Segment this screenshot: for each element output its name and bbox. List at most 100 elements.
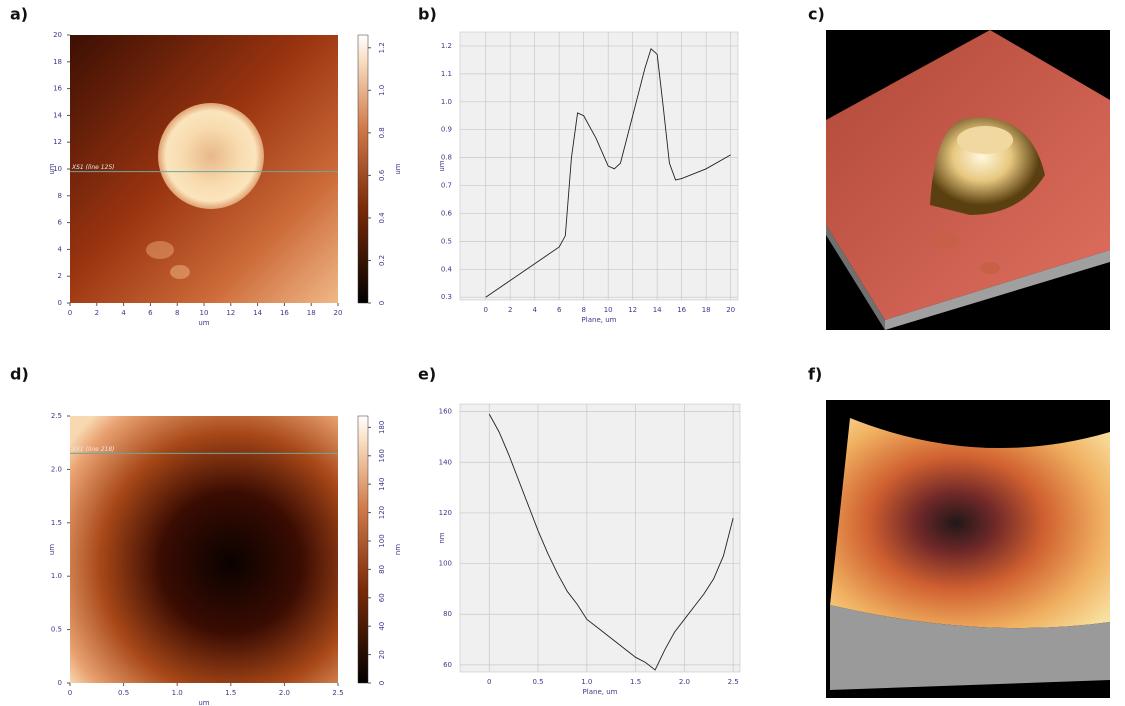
- x-tick-label: 2: [95, 309, 99, 317]
- y-tick-label: 4: [58, 245, 63, 253]
- panel-label: e): [418, 365, 436, 384]
- colorbar-tick-label: 160: [378, 449, 386, 462]
- x-tick-label: 0: [68, 309, 72, 317]
- y-tick-label: 0: [58, 299, 62, 307]
- x-tick-label: 10: [604, 306, 613, 314]
- y-tick-label: 1.0: [51, 572, 62, 580]
- x-tick-label: 2.5: [332, 689, 343, 697]
- afm-image: [70, 35, 338, 303]
- x-tick-label: 12: [628, 306, 637, 314]
- colorbar-tick-label: 0.2: [378, 255, 386, 266]
- colorbar-tick-label: 140: [378, 477, 386, 490]
- y-tick-label: 140: [439, 458, 452, 466]
- x-axis-label: um: [198, 319, 209, 327]
- y-tick-label: 60: [443, 661, 452, 669]
- colorbar-tick-label: 20: [378, 650, 386, 659]
- x-tick-label: 0.5: [118, 689, 129, 697]
- x-tick-label: 20: [334, 309, 343, 317]
- y-tick-label: 6: [58, 219, 63, 227]
- y-tick-label: 18: [53, 58, 62, 66]
- x-tick-label: 8: [175, 309, 179, 317]
- panel-label: f): [808, 365, 822, 384]
- x-tick-label: 20: [726, 306, 735, 314]
- colorbar-tick-label: 0.4: [378, 212, 386, 224]
- colorbar-tick-label: 0: [378, 681, 386, 685]
- x-tick-label: 16: [677, 306, 686, 314]
- x-tick-label: 4: [121, 309, 126, 317]
- x-tick-label: 16: [280, 309, 289, 317]
- x-tick-label: 6: [557, 306, 562, 314]
- x-tick-label: 0.5: [532, 678, 543, 686]
- colorbar-tick-label: 1.0: [378, 85, 386, 96]
- y-tick-label: 20: [53, 31, 62, 39]
- y-tick-label: 1.2: [441, 42, 452, 50]
- x-tick-label: 6: [148, 309, 153, 317]
- y-axis-label: um: [48, 544, 56, 555]
- x-tick-label: 2.0: [279, 689, 290, 697]
- y-tick-label: 0.6: [441, 209, 453, 217]
- x-tick-label: 18: [307, 309, 316, 317]
- afm-image: [70, 416, 338, 683]
- colorbar-tick-label: 0: [378, 301, 386, 305]
- colorbar: [357, 415, 369, 684]
- x-tick-label: 10: [200, 309, 209, 317]
- colorbar-label: nm: [394, 544, 402, 555]
- y-axis-label: nm: [438, 532, 446, 543]
- y-tick-label: 1.5: [51, 519, 62, 527]
- y-tick-label: 0.9: [441, 126, 452, 134]
- colorbar-tick-label: 0.8: [378, 127, 386, 138]
- y-tick-label: 1.1: [441, 70, 452, 78]
- x-axis-label: Plane, um: [583, 688, 618, 696]
- y-tick-label: 2.0: [51, 465, 62, 473]
- x-axis-label: um: [198, 699, 209, 706]
- panel-label: c): [808, 5, 825, 24]
- y-tick-label: 1.0: [441, 98, 452, 106]
- x-tick-label: 8: [581, 306, 585, 314]
- y-tick-label: 16: [53, 85, 62, 93]
- surface-render: [826, 30, 1110, 330]
- surface-render: [826, 400, 1110, 698]
- profile-line: [485, 47, 731, 298]
- y-tick-label: 0.4: [441, 265, 453, 273]
- x-tick-label: 0: [483, 306, 487, 314]
- annotation: XS1 (line 125): [71, 164, 115, 171]
- x-tick-label: 1.5: [225, 689, 236, 697]
- y-tick-label: 120: [439, 509, 452, 517]
- colorbar: [357, 34, 369, 304]
- annotation: XS1 (line 218): [71, 446, 115, 453]
- colorbar-tick-label: 60: [378, 593, 386, 602]
- x-tick-label: 2.5: [728, 678, 739, 686]
- x-tick-label: 18: [702, 306, 711, 314]
- y-tick-label: 2.5: [51, 412, 62, 420]
- y-tick-label: 10: [53, 165, 62, 173]
- y-tick-label: 2: [58, 272, 62, 280]
- x-tick-label: 1.5: [630, 678, 641, 686]
- colorbar-tick-label: 120: [378, 506, 386, 519]
- y-tick-label: 100: [439, 560, 452, 568]
- panel-label: d): [10, 365, 29, 384]
- colorbar-tick-label: 0.6: [378, 169, 386, 181]
- x-tick-label: 1.0: [172, 689, 183, 697]
- x-tick-label: 14: [253, 309, 262, 317]
- colorbar-tick-label: 180: [378, 421, 386, 434]
- colorbar-tick-label: 40: [378, 622, 386, 631]
- y-tick-label: 8: [58, 192, 62, 200]
- y-tick-label: 0.8: [441, 154, 452, 162]
- x-tick-label: 2: [508, 306, 512, 314]
- y-axis-label: um: [48, 163, 56, 174]
- y-axis-label: um: [438, 160, 446, 171]
- plot-area: [459, 403, 741, 673]
- y-tick-label: 0: [58, 679, 62, 687]
- y-tick-label: 0.5: [51, 626, 62, 634]
- colorbar-label: um: [394, 163, 402, 174]
- x-tick-label: 14: [653, 306, 662, 314]
- y-tick-label: 12: [53, 138, 62, 146]
- y-tick-label: 0.5: [441, 237, 452, 245]
- x-tick-label: 0: [68, 689, 72, 697]
- y-tick-label: 14: [53, 111, 62, 119]
- colorbar-tick-label: 80: [378, 565, 386, 574]
- y-tick-label: 0.7: [441, 182, 452, 190]
- x-tick-label: 2.0: [679, 678, 690, 686]
- x-tick-label: 12: [226, 309, 235, 317]
